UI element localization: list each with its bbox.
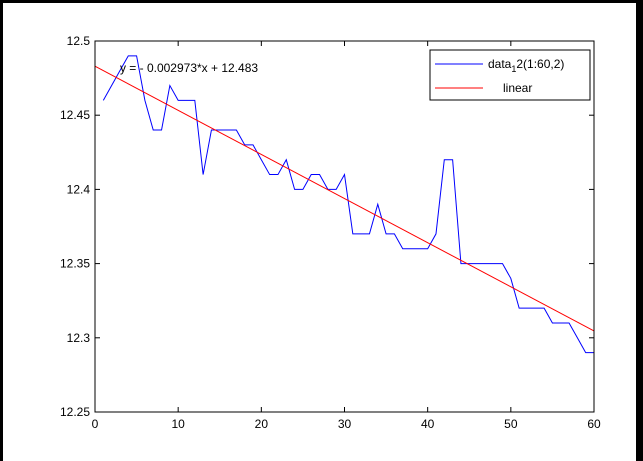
x-tick-label: 50 [504, 417, 518, 431]
linear-fit-line [94, 65, 595, 332]
data-series-line [102, 55, 594, 354]
y-tick-label: 12.3 [67, 331, 91, 345]
fit-equation-annotation: y = - 0.002973*x + 12.483 [120, 61, 258, 75]
x-tick-label: 20 [255, 417, 269, 431]
series-layer [94, 55, 595, 354]
legend-label-data-base: data [488, 57, 512, 71]
figure-window: 0 10 20 30 40 50 60 12.25 12.3 12.35 12.4 12.45 12.5… [3, 3, 636, 461]
legend: data12(1:60,2) linear [429, 49, 591, 101]
y-tick-label: 12.35 [60, 257, 90, 271]
tick-layer: 0 10 20 30 40 50 60 12.25 12.3 12.35 12.4 12.45 12.5 [60, 34, 601, 431]
x-tick-label: 40 [421, 417, 435, 431]
line-chart: 0 10 20 30 40 50 60 12.25 12.3 12.35 12.4 12.45 12.5… [60, 34, 601, 431]
legend-box [429, 49, 591, 101]
y-tick-label: 12.4 [67, 182, 91, 196]
legend-label-data-suffix: 2(1:60,2) [516, 57, 564, 71]
x-tick-label: 0 [92, 417, 99, 431]
y-tick-label: 12.5 [67, 34, 91, 48]
y-tick-label: 12.25 [60, 405, 90, 419]
legend-label-data-subscript: 1 [511, 64, 516, 74]
x-tick-label: 10 [171, 417, 185, 431]
legend-label-linear: linear [503, 81, 532, 95]
axes-background [95, 41, 594, 412]
y-tick-label: 12.45 [60, 108, 90, 122]
x-tick-label: 30 [338, 417, 352, 431]
legend-label-data: data12(1:60,2) [488, 57, 564, 74]
x-tick-label: 60 [587, 417, 601, 431]
